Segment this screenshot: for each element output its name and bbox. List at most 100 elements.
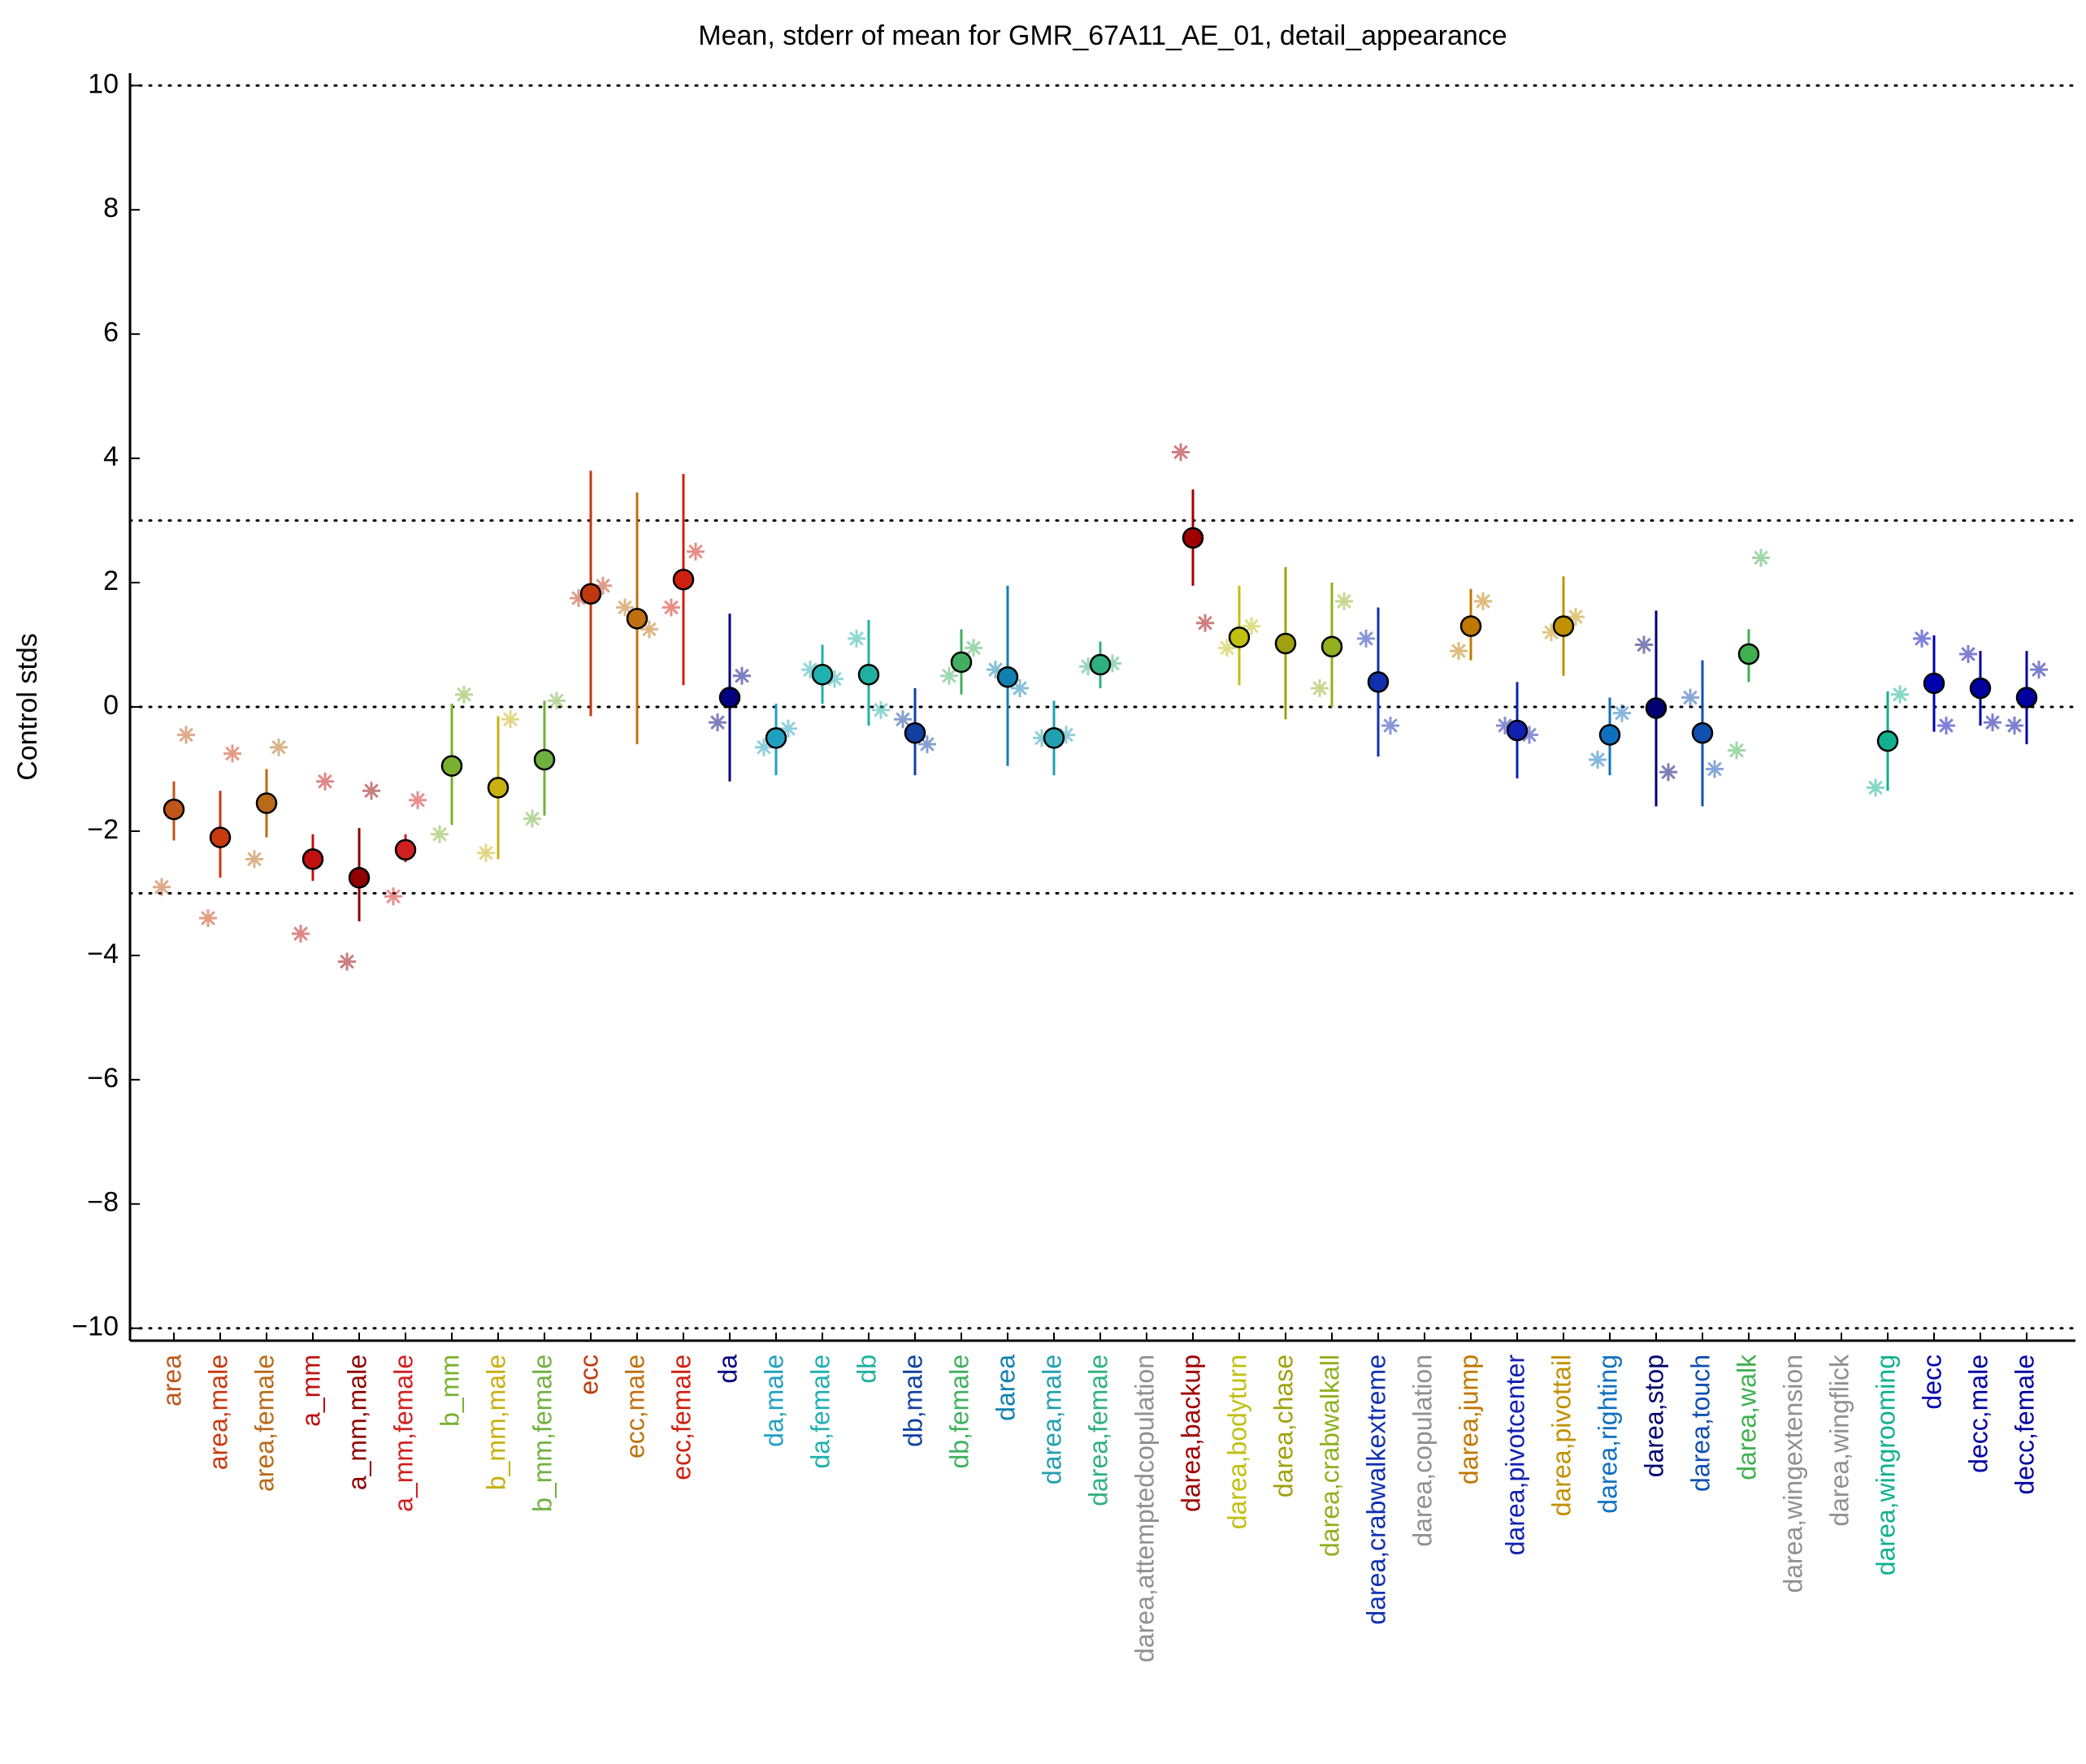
x-tick-label: ecc,female <box>666 1354 696 1480</box>
star-marker <box>362 782 380 800</box>
mean-marker <box>301 848 324 870</box>
star-marker <box>594 576 612 595</box>
star-marker <box>523 809 541 828</box>
mean-marker <box>1459 615 1482 637</box>
star-marker <box>1613 704 1631 722</box>
y-tick-label: −6 <box>87 1063 119 1094</box>
x-tick-label: area <box>157 1354 186 1406</box>
star-marker <box>872 700 890 719</box>
x-tick-label: darea,attemptedcopulation <box>1130 1354 1159 1662</box>
x-tick-label: ecc,male <box>620 1354 649 1458</box>
x-tick-label: decc,male <box>1963 1354 1993 1473</box>
mean-marker <box>1737 643 1760 665</box>
x-tick-label: decc,female <box>2010 1354 2039 1495</box>
star-marker <box>733 666 751 685</box>
x-tick-label: darea,bodyturn <box>1222 1354 1251 1529</box>
y-tick-label: 6 <box>103 317 119 348</box>
y-axis-label: Control stds <box>12 633 43 780</box>
mean-marker <box>950 651 973 674</box>
x-tick-label: darea,walk <box>1732 1354 1761 1480</box>
x-tick-label: b_mm,female <box>527 1354 557 1512</box>
mean-marker <box>163 798 185 821</box>
star-marker <box>940 666 958 685</box>
x-tick-label: b_mm <box>435 1354 464 1427</box>
mean-marker <box>440 755 463 777</box>
x-tick-label: b_mm,male <box>481 1354 510 1490</box>
mean-marker <box>579 583 602 605</box>
star-marker <box>1057 726 1075 744</box>
y-tick-label: −8 <box>87 1187 119 1218</box>
star-marker <box>687 542 705 561</box>
mean-marker <box>1691 722 1714 744</box>
star-marker <box>894 710 912 729</box>
star-marker <box>1567 608 1585 626</box>
star-marker <box>199 909 217 927</box>
mean-marker <box>1506 719 1529 742</box>
x-tick-label: da <box>713 1354 742 1384</box>
star-marker <box>1335 592 1353 610</box>
mean-marker <box>672 568 695 591</box>
star-marker <box>1752 548 1770 567</box>
mean-marker <box>255 792 278 814</box>
x-tick-label: a_mm,male <box>342 1354 371 1490</box>
star-marker <box>1357 629 1375 648</box>
mean-marker <box>1598 724 1621 746</box>
star-marker <box>570 589 588 608</box>
x-tick-label: darea,righting <box>1593 1354 1622 1514</box>
x-tick-label: darea,male <box>1037 1354 1066 1484</box>
x-tick-label: darea,crabwalkextreme <box>1361 1354 1390 1625</box>
mean-marker <box>718 687 741 709</box>
mean-marker <box>904 722 926 744</box>
y-tick-label: −4 <box>87 938 119 969</box>
star-marker <box>1450 642 1468 661</box>
mean-marker <box>1876 730 1899 752</box>
mean-marker <box>1969 677 1992 700</box>
mean-marker <box>1367 671 1390 693</box>
star-marker <box>1706 760 1724 778</box>
x-tick-label: darea,jump <box>1454 1354 1483 1484</box>
mean-marker <box>1552 615 1575 637</box>
star-marker <box>1542 623 1560 642</box>
x-tick-label: darea,wingrooming <box>1871 1354 1900 1575</box>
star-marker <box>1196 613 1214 632</box>
star-marker <box>431 825 449 843</box>
star-marker <box>1172 443 1190 462</box>
star-marker <box>987 661 1004 679</box>
star-marker <box>616 598 634 617</box>
star-marker <box>801 661 819 679</box>
x-tick-label: a_mm,female <box>388 1354 418 1512</box>
star-marker <box>826 670 844 688</box>
star-marker <box>1011 679 1029 698</box>
star-marker <box>1635 635 1653 654</box>
x-tick-label: area,female <box>249 1354 279 1492</box>
star-marker <box>1033 729 1051 748</box>
x-tick-label: darea <box>991 1354 1020 1421</box>
star-marker <box>662 598 680 617</box>
star-marker <box>918 735 936 753</box>
star-marker <box>2030 661 2048 679</box>
star-marker <box>1474 592 1492 610</box>
star-marker <box>848 629 865 648</box>
x-tick-label: db,female <box>944 1354 974 1469</box>
star-marker <box>779 719 797 738</box>
mean-marker <box>626 608 648 630</box>
star-marker <box>501 710 519 729</box>
star-marker <box>1728 741 1746 760</box>
star-marker <box>1984 713 2001 732</box>
star-marker <box>1496 716 1514 735</box>
mean-marker <box>1182 527 1204 549</box>
star-marker <box>270 738 288 756</box>
x-tick-label: area,male <box>203 1354 232 1470</box>
star-marker <box>1104 654 1121 673</box>
star-marker <box>153 878 171 896</box>
star-marker <box>1959 645 1977 663</box>
mean-marker <box>394 839 417 861</box>
x-tick-label: darea,chase <box>1269 1354 1298 1497</box>
y-tick-label: 2 <box>103 566 119 596</box>
star-marker <box>1079 657 1097 676</box>
mean-marker <box>487 777 510 799</box>
star-marker <box>316 772 334 791</box>
mean-marker <box>1321 635 1343 658</box>
star-marker <box>245 850 263 869</box>
x-tick-label: darea,crabwalkall <box>1315 1354 1344 1557</box>
